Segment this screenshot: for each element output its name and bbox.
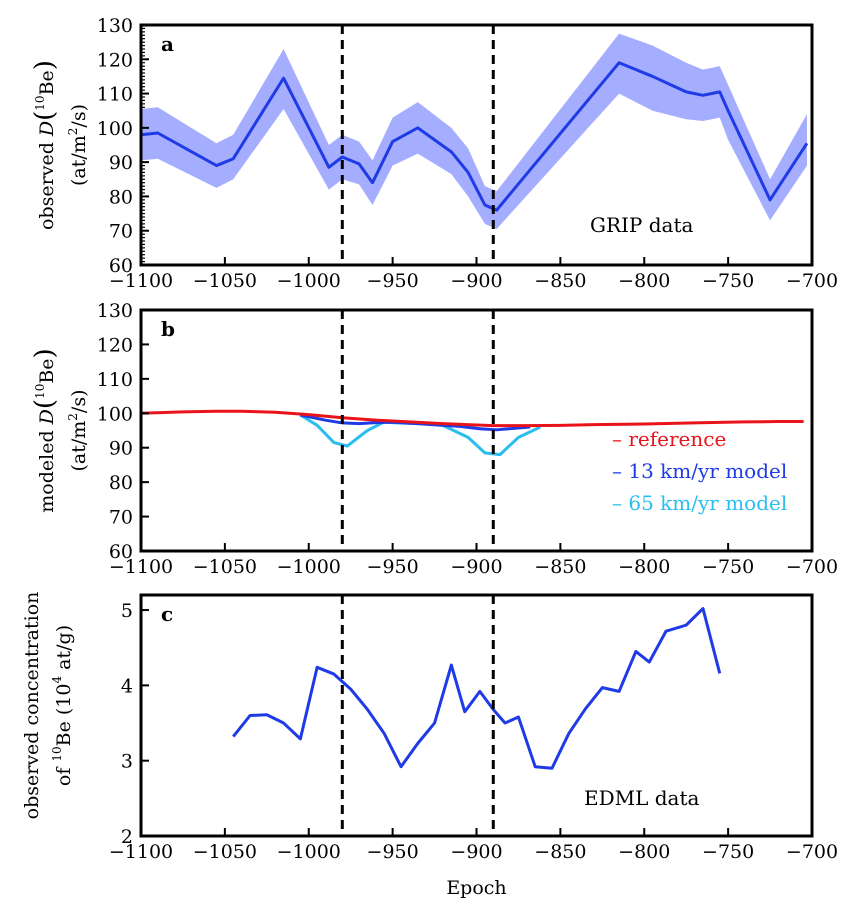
y-title-element: Be xyxy=(36,70,58,95)
x-tick-label: −800 xyxy=(618,270,670,292)
y-title-superscript: 10 xyxy=(50,746,64,761)
y-tick-label: 70 xyxy=(109,221,133,243)
x-axis-title: Epoch xyxy=(446,877,506,899)
x-tick-label: −1000 xyxy=(277,270,341,292)
y-tick-label: 80 xyxy=(109,472,133,494)
y-title-element: Be xyxy=(36,358,58,383)
y-title-superscript: 10 xyxy=(33,95,47,110)
x-tick-label: −1100 xyxy=(109,270,173,292)
y-tick-label: 70 xyxy=(109,507,133,529)
y-tick-label: 5 xyxy=(121,600,133,622)
y-title-text: observed xyxy=(36,136,58,230)
x-tick-label: −900 xyxy=(450,841,502,863)
y-axis-title-line1: modeled D(10Be) xyxy=(30,348,60,512)
series-line-0 xyxy=(232,607,722,770)
y-axis-title-line2: (at/m2/s) xyxy=(66,104,90,186)
legend-entry: – 65 km/yr model xyxy=(612,491,787,515)
x-tick-label: −1000 xyxy=(277,556,341,578)
x-tick-label: −900 xyxy=(450,556,502,578)
panel-b: 60 70 80 90 100 110 120 130 −1100 −1050 −1000 −950 −… xyxy=(30,300,838,578)
x-tick-label: −1050 xyxy=(193,841,257,863)
y-tick-label: 100 xyxy=(97,403,133,425)
panel-letter: c xyxy=(161,602,173,626)
y-axis-title-line2: (at/m2/s) xyxy=(66,389,90,471)
y-title-paren: ( xyxy=(30,111,60,121)
y-tick-label: 90 xyxy=(109,152,133,174)
y-title-paren: ( xyxy=(30,399,60,409)
x-tick-label: −750 xyxy=(702,556,754,578)
y-title-unit: /s) xyxy=(68,104,90,128)
x-tick-label: −750 xyxy=(702,841,754,863)
x-tick-label: −700 xyxy=(786,270,838,292)
x-tick-label: −800 xyxy=(618,841,670,863)
x-tick-label: −1100 xyxy=(109,556,173,578)
x-tick-label: −950 xyxy=(367,270,419,292)
panel-annotation: GRIP data xyxy=(590,213,694,237)
y-title-paren: ) xyxy=(30,348,60,358)
panel-annotation: EDML data xyxy=(584,786,700,810)
panel-letter: b xyxy=(161,317,175,341)
y-tick-label: 80 xyxy=(109,186,133,208)
panel-a: 60 70 80 90 100 110 120 130 −1100 −1050 −1000 −950 −… xyxy=(30,15,838,292)
y-title-unit: /s) xyxy=(68,389,90,413)
y-tick-label: 2 xyxy=(121,826,133,848)
x-tick-label: −700 xyxy=(786,556,838,578)
y-axis-title-line2: of 10Be (104 at/g) xyxy=(50,625,75,786)
y-tick-label: 110 xyxy=(97,369,133,391)
series-line-2 xyxy=(140,409,804,428)
y-title-paren: ) xyxy=(30,60,60,70)
y-title-superscript: 10 xyxy=(33,384,47,399)
y-tick-label: 60 xyxy=(109,255,133,277)
x-tick-label: −1050 xyxy=(193,270,257,292)
y-tick-label: 100 xyxy=(97,118,133,140)
x-tick-label: −1100 xyxy=(109,841,173,863)
y-tick-label: 4 xyxy=(121,675,133,697)
y-tick-label: 60 xyxy=(109,541,133,563)
y-title-text: modeled xyxy=(36,424,58,512)
y-title-unit: (at/m xyxy=(68,135,90,186)
plot-frame xyxy=(139,593,814,838)
y-title-unit: (at/m xyxy=(68,421,90,472)
x-tick-label: −850 xyxy=(534,270,586,292)
y-tick-label: 110 xyxy=(97,84,133,106)
y-title-superscript: 4 xyxy=(50,675,64,683)
x-tick-label: −950 xyxy=(367,841,419,863)
x-tick-label: −750 xyxy=(702,270,754,292)
legend-entry: – 13 km/yr model xyxy=(612,459,787,483)
y-title-superscript: 2 xyxy=(66,128,80,136)
y-title-superscript: 2 xyxy=(66,413,80,421)
y-title-text: of xyxy=(53,762,75,787)
legend-entry: – reference xyxy=(612,427,726,451)
x-tick-label: −850 xyxy=(534,556,586,578)
x-tick-label: −900 xyxy=(450,270,502,292)
x-tick-label: −1050 xyxy=(193,556,257,578)
y-axis-title-line1: observed concentration xyxy=(21,592,43,820)
y-title-symbol: D xyxy=(36,121,58,137)
y-tick-label: 120 xyxy=(97,334,133,356)
panel-c: 2 3 4 5 −1100 −1050 −1000 −950 −900 −850 −800 −750 −… xyxy=(21,592,838,899)
y-title-unit: at/g) xyxy=(53,625,75,676)
panel-letter: a xyxy=(161,32,174,56)
y-tick-label: 3 xyxy=(121,751,133,773)
x-tick-label: −800 xyxy=(618,556,670,578)
series-line-0 xyxy=(140,61,809,212)
y-title-text: Be (10 xyxy=(53,683,75,746)
y-title-symbol: D xyxy=(36,409,58,425)
uncertainty-band xyxy=(141,33,807,230)
y-tick-label: 130 xyxy=(97,300,133,322)
y-tick-label: 120 xyxy=(97,49,133,71)
y-tick-label: 90 xyxy=(109,438,133,460)
x-tick-label: −850 xyxy=(534,841,586,863)
y-tick-label: 130 xyxy=(97,15,133,37)
x-tick-label: −700 xyxy=(786,841,838,863)
x-tick-label: −950 xyxy=(367,556,419,578)
x-tick-label: −1000 xyxy=(277,841,341,863)
y-axis-title-line1: observed D(10Be) xyxy=(30,60,60,230)
